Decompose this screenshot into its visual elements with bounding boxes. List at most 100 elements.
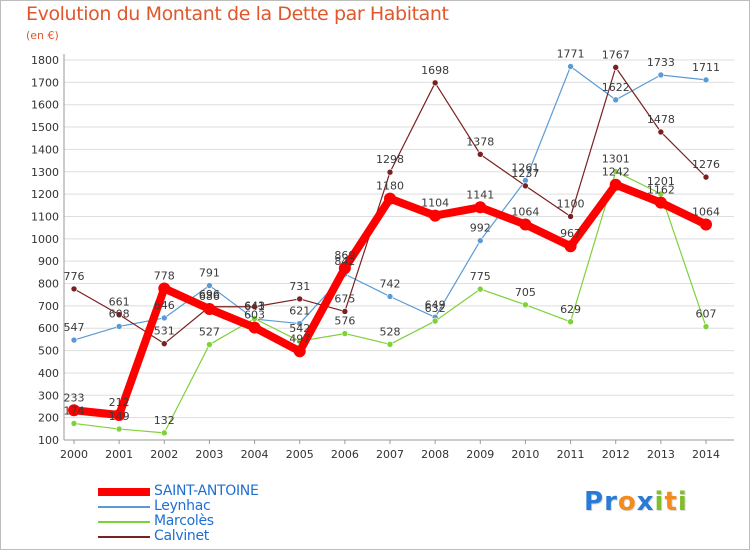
data-point (654, 196, 667, 209)
y-tick-label: 1400 (31, 143, 59, 156)
data-label: 233 (64, 391, 85, 404)
data-point (657, 71, 665, 79)
series-calvinet (70, 64, 710, 347)
data-label: 992 (470, 222, 491, 235)
data-label: 1064 (511, 206, 539, 219)
data-label: 632 (425, 302, 446, 315)
data-point (70, 336, 78, 344)
data-point (476, 285, 484, 293)
data-point (203, 303, 216, 316)
data-point (160, 429, 168, 437)
chart-subtitle: (en €) (26, 29, 59, 42)
y-tick-label: 300 (38, 389, 59, 402)
data-point (386, 168, 394, 176)
data-point (609, 178, 622, 191)
data-point (564, 240, 577, 253)
data-label: 547 (64, 321, 85, 334)
legend-swatch (98, 536, 150, 538)
y-tick-label: 600 (38, 322, 59, 335)
legend-label: Marcolès (154, 513, 214, 529)
x-tick-label: 2009 (466, 448, 494, 461)
data-label: 527 (199, 326, 220, 339)
data-label: 1767 (602, 48, 630, 61)
data-point (431, 317, 439, 325)
data-point (522, 182, 529, 190)
x-tick-label: 2001 (105, 448, 133, 461)
logo-letter: i (677, 487, 688, 517)
data-label: 1201 (647, 175, 675, 188)
x-tick-label: 2000 (60, 448, 88, 461)
logo-letter: i (654, 487, 665, 517)
x-tick-label: 2003 (195, 448, 223, 461)
data-point (206, 341, 213, 348)
data-label: 842 (334, 255, 355, 268)
data-label: 1100 (557, 197, 585, 210)
y-tick-label: 1500 (31, 121, 59, 134)
data-label: 1261 (511, 161, 539, 174)
data-label: 686 (199, 290, 220, 303)
legend-label: Leynhac (154, 498, 211, 514)
x-tick-label: 2002 (150, 448, 178, 461)
data-point (657, 128, 665, 136)
y-tick-label: 400 (38, 367, 59, 380)
chart-title: Evolution du Montant de la Dette par Hab… (26, 3, 449, 25)
data-point (612, 168, 620, 175)
data-point (293, 345, 306, 358)
data-label: 149 (109, 410, 130, 423)
data-label: 1242 (602, 166, 630, 179)
data-label: 576 (334, 315, 355, 328)
y-tick-label: 1300 (31, 166, 59, 179)
data-point (115, 311, 123, 318)
data-label: 1276 (692, 158, 720, 171)
data-point (519, 218, 532, 231)
data-label: 641 (244, 300, 265, 313)
data-label: 1301 (602, 153, 630, 166)
data-label: 174 (64, 404, 85, 417)
y-tick-label: 100 (38, 434, 59, 447)
data-label: 1104 (421, 197, 449, 210)
data-label: 1733 (647, 56, 675, 69)
data-point (341, 308, 349, 315)
y-tick-label: 900 (38, 255, 59, 268)
y-tick-label: 500 (38, 345, 59, 358)
data-point (476, 151, 484, 158)
data-label: 675 (334, 292, 355, 305)
data-label: 967 (560, 227, 581, 240)
data-point (612, 96, 620, 104)
y-tick-label: 200 (38, 412, 59, 425)
data-point (431, 79, 439, 87)
y-tick-label: 1000 (31, 233, 59, 246)
data-point (567, 213, 574, 220)
data-point (70, 420, 78, 427)
data-point (160, 340, 168, 347)
proxiti-logo: Proxiti (584, 487, 688, 517)
logo-letter: t (664, 487, 678, 517)
legend-label: Calvinet (154, 528, 209, 544)
x-tick-label: 2011 (557, 448, 585, 461)
data-label: 132 (154, 414, 175, 427)
logo-letter: x (636, 487, 655, 517)
series-marcol-s (70, 168, 710, 437)
data-point (567, 63, 574, 70)
legend-label: SAINT-ANTOINE (154, 483, 259, 499)
data-label: 212 (109, 396, 130, 409)
data-label: 531 (154, 325, 175, 338)
data-point (522, 301, 529, 309)
data-point (386, 293, 394, 300)
data-point (702, 323, 710, 330)
data-label: 621 (289, 305, 310, 318)
data-label: 1622 (602, 81, 630, 94)
data-label: 643 (244, 300, 265, 313)
data-point (68, 404, 80, 417)
data-point (206, 282, 213, 289)
x-tick-label: 2014 (692, 448, 720, 461)
legend-swatch (98, 488, 150, 496)
x-tick-label: 2005 (286, 448, 314, 461)
data-label: 1711 (692, 61, 720, 74)
logo-letter: o (617, 487, 637, 517)
data-label: 603 (244, 309, 265, 322)
logo-letter: P (584, 487, 605, 517)
data-label: 696 (199, 288, 220, 301)
data-point (158, 282, 171, 295)
data-label: 1162 (647, 184, 675, 197)
